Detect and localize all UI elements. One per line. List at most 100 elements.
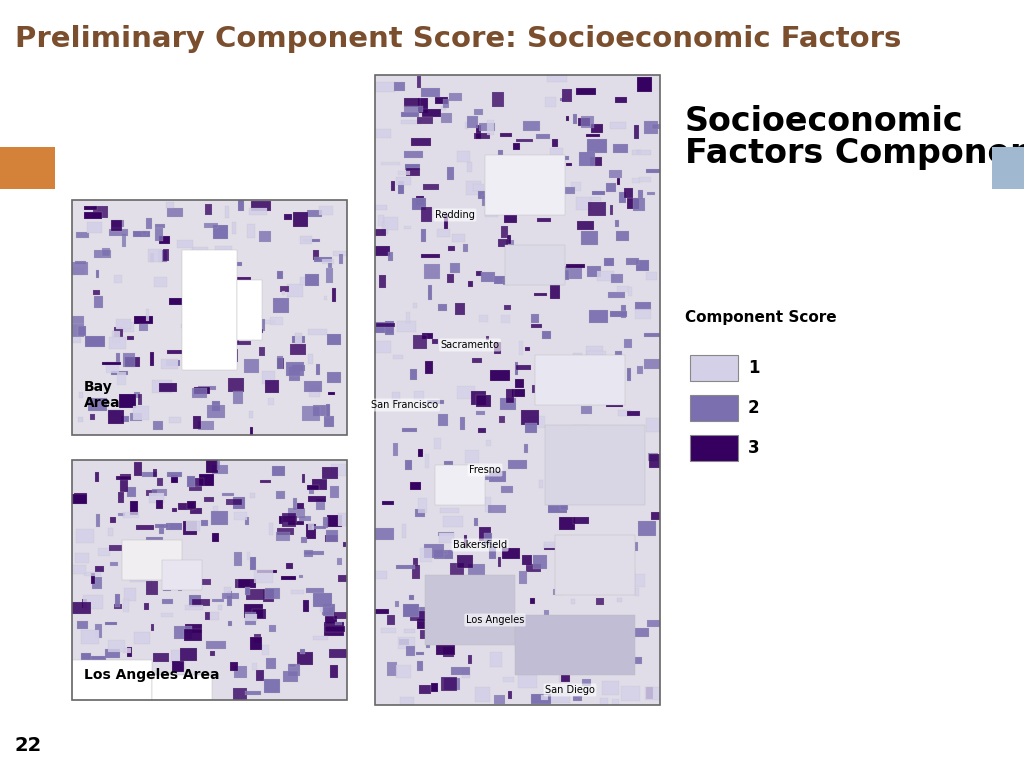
Bar — [247, 551, 250, 560]
Bar — [315, 364, 321, 376]
Bar — [280, 516, 297, 522]
Bar — [553, 139, 558, 147]
Bar — [306, 485, 319, 490]
Bar — [537, 134, 550, 139]
Bar — [78, 417, 83, 422]
Bar — [306, 525, 316, 539]
Bar — [160, 237, 170, 244]
Bar — [264, 380, 279, 393]
Bar — [606, 571, 613, 581]
Bar — [322, 467, 338, 479]
Bar — [388, 252, 393, 260]
Bar — [442, 99, 450, 108]
Bar — [401, 112, 419, 117]
Bar — [171, 650, 182, 662]
Bar — [283, 671, 298, 682]
Bar — [207, 641, 226, 649]
Bar — [162, 560, 202, 590]
Bar — [212, 465, 227, 474]
Bar — [473, 184, 484, 191]
Text: San Francisco: San Francisco — [372, 400, 438, 410]
Bar — [414, 335, 427, 349]
Bar — [94, 296, 103, 308]
Bar — [259, 231, 271, 242]
Bar — [468, 564, 484, 576]
Bar — [478, 527, 490, 541]
Bar — [116, 594, 120, 607]
Bar — [622, 305, 626, 318]
Bar — [375, 609, 388, 614]
Bar — [188, 595, 201, 607]
Bar — [540, 382, 544, 389]
Bar — [559, 247, 563, 251]
Bar — [572, 353, 582, 362]
Bar — [325, 626, 345, 632]
Bar — [552, 270, 568, 280]
Bar — [72, 267, 84, 274]
Bar — [412, 565, 420, 579]
Bar — [643, 333, 660, 336]
Bar — [217, 461, 220, 470]
Bar — [431, 684, 438, 693]
Bar — [161, 613, 173, 617]
Bar — [419, 685, 431, 694]
Bar — [589, 574, 597, 589]
Bar — [134, 632, 150, 644]
Bar — [226, 591, 232, 606]
Bar — [275, 532, 290, 541]
Bar — [419, 498, 427, 513]
Bar — [123, 670, 140, 682]
Bar — [328, 392, 336, 396]
Bar — [424, 264, 440, 279]
Bar — [330, 665, 338, 678]
Bar — [325, 535, 338, 541]
Bar — [417, 117, 432, 124]
Bar — [133, 406, 150, 420]
Bar — [617, 409, 631, 415]
Text: Preliminary Component Score: Socioeconomic Factors: Preliminary Component Score: Socioeconom… — [15, 25, 901, 53]
Bar — [273, 298, 289, 313]
Bar — [442, 602, 446, 615]
Bar — [133, 316, 153, 324]
Bar — [199, 346, 204, 359]
Bar — [306, 588, 324, 593]
Bar — [423, 184, 439, 190]
Bar — [627, 198, 639, 210]
Bar — [194, 415, 202, 429]
Bar — [154, 277, 167, 287]
Bar — [151, 624, 154, 631]
Bar — [544, 611, 549, 617]
Bar — [637, 366, 643, 373]
Bar — [449, 484, 464, 496]
Bar — [578, 469, 595, 474]
Bar — [81, 630, 98, 644]
Bar — [589, 310, 608, 323]
Bar — [282, 576, 296, 580]
Text: Los Angeles: Los Angeles — [466, 615, 524, 625]
Bar — [615, 442, 625, 450]
Bar — [581, 406, 592, 414]
Bar — [612, 699, 620, 705]
Bar — [565, 266, 583, 279]
Bar — [404, 151, 423, 158]
Bar — [120, 477, 128, 492]
Bar — [245, 312, 255, 316]
Bar — [246, 589, 264, 600]
Bar — [476, 412, 484, 415]
Bar — [494, 276, 506, 284]
Bar — [582, 572, 593, 585]
Bar — [0, 147, 55, 189]
Bar — [379, 275, 386, 287]
Bar — [276, 271, 284, 280]
Bar — [105, 648, 121, 658]
Bar — [145, 218, 152, 229]
Bar — [501, 486, 513, 493]
Text: Bay
Area: Bay Area — [84, 380, 121, 410]
Bar — [424, 544, 443, 558]
Bar — [156, 525, 169, 528]
Bar — [644, 359, 660, 369]
Bar — [555, 495, 565, 501]
Bar — [553, 589, 563, 595]
Bar — [323, 259, 334, 264]
Bar — [213, 346, 223, 354]
